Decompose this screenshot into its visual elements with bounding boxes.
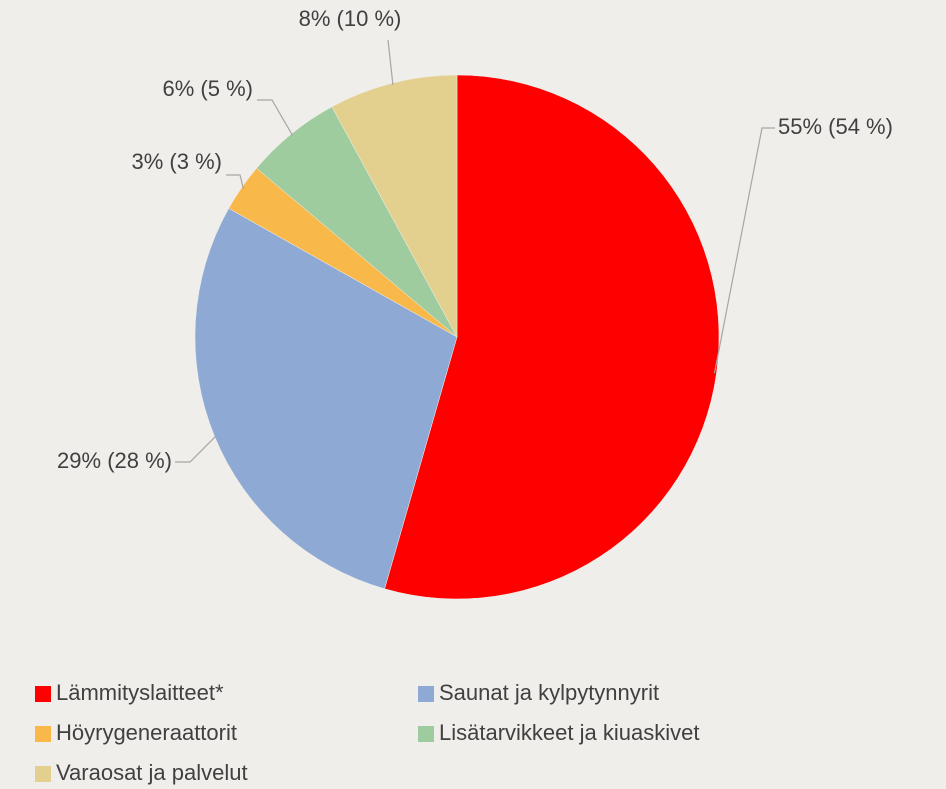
legend-label: Lisätarvikkeet ja kiuaskivet bbox=[439, 720, 699, 745]
data-label: 29% (28 %) bbox=[57, 448, 172, 473]
legend-label: Varaosat ja palvelut bbox=[56, 760, 248, 785]
legend-swatch bbox=[418, 686, 434, 702]
data-label: 55% (54 %) bbox=[778, 114, 893, 139]
data-label: 6% (5 %) bbox=[163, 76, 253, 101]
leader-line bbox=[713, 127, 775, 374]
leader-line bbox=[387, 39, 394, 86]
pie-slice bbox=[194, 208, 458, 590]
legend-label: Lämmityslaitteet* bbox=[56, 680, 224, 705]
legend-swatch bbox=[35, 686, 51, 702]
leader-line bbox=[226, 174, 244, 189]
data-label: 8% (10 %) bbox=[299, 6, 402, 31]
legend-swatch bbox=[35, 726, 51, 742]
leader-line bbox=[257, 99, 294, 136]
legend-label: Saunat ja kylpytynnyrit bbox=[439, 680, 659, 705]
legend-swatch bbox=[418, 726, 434, 742]
legend-swatch bbox=[35, 766, 51, 782]
pie-slice bbox=[384, 74, 720, 600]
data-label: 3% (3 %) bbox=[132, 149, 222, 174]
legend-label: Höyrygeneraattorit bbox=[56, 720, 237, 745]
leader-line bbox=[175, 435, 217, 463]
